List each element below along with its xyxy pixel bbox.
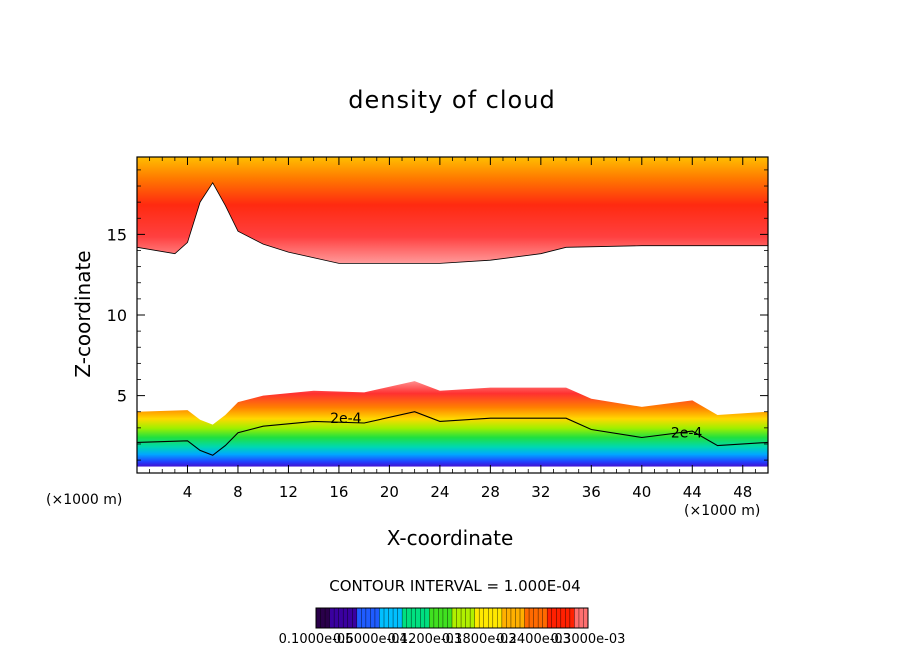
colorbar-cell	[316, 608, 322, 628]
lower-cloud-layer	[137, 381, 768, 473]
colorbar-cell	[429, 608, 435, 628]
x-tick-label: 24	[430, 483, 449, 501]
colorbar-cell	[325, 608, 331, 628]
colorbar-cell	[442, 608, 448, 628]
colorbar-cell	[515, 608, 521, 628]
colorbar-cell	[388, 608, 394, 628]
colorbar-cell	[456, 608, 462, 628]
colorbar-cell	[379, 608, 385, 628]
colorbar-cell	[352, 608, 358, 628]
x-tick-label: 8	[233, 483, 243, 501]
colorbar-cell	[542, 608, 548, 628]
colorbar-tick-label: 0.6000e-04	[333, 632, 408, 647]
colorbar-cell	[329, 608, 335, 628]
colorbar-cell	[461, 608, 467, 628]
colorbar-cell	[361, 608, 367, 628]
colorbar-cell	[492, 608, 498, 628]
contour-2e-4	[137, 411, 768, 456]
colorbar-cell	[524, 608, 530, 628]
colorbar-cell	[483, 608, 489, 628]
chart-title: density of cloud	[348, 86, 556, 114]
colorbar-cell	[397, 608, 403, 628]
x-tick-label: 12	[279, 483, 298, 501]
colorbar-cell	[420, 608, 426, 628]
upper-cloud-layer	[137, 157, 768, 264]
x-axis-unit: (×1000 m)	[684, 503, 761, 519]
contour-label: 2e-4	[671, 426, 703, 442]
colorbar-cell	[551, 608, 557, 628]
colorbar-tick-label: 0.2400e-03	[496, 632, 571, 647]
colorbar-frame	[315, 607, 589, 629]
contour-label: 2e-4	[330, 411, 362, 427]
colorbar-cell	[356, 608, 362, 628]
colorbar-cell	[574, 608, 580, 628]
contour-interval: CONTOUR INTERVAL = 1.000E-04	[329, 577, 581, 595]
x-tick-label: 16	[329, 483, 348, 501]
colorbar-cell	[470, 608, 476, 628]
colorbar-cell	[452, 608, 458, 628]
colorbar-cell	[365, 608, 371, 628]
colorbar-cell	[569, 608, 575, 628]
colorbar-cell	[374, 608, 380, 628]
colorbar-cell	[406, 608, 412, 628]
colorbar-cell	[447, 608, 453, 628]
colorbar-cell	[415, 608, 421, 628]
x-tick-label: 32	[531, 483, 550, 501]
colorbar-cell	[433, 608, 439, 628]
y-tick-label: 15	[107, 225, 127, 244]
colorbar-cell	[565, 608, 571, 628]
colorbar-tick-label: 0.1000e-05	[278, 632, 354, 647]
colorbar-cell	[510, 608, 516, 628]
x-axis-label: X-coordinate	[386, 526, 514, 550]
colorbar-cell	[560, 608, 566, 628]
colorbar-cell	[347, 608, 353, 628]
colorbar-tick-label: 0.3000e-03	[550, 632, 626, 647]
colorbar-cell	[384, 608, 390, 628]
colorbar-cell	[583, 608, 589, 628]
x-tick-label: 4	[183, 483, 193, 501]
colorbar-cell	[338, 608, 344, 628]
colorbar-cell	[474, 608, 480, 628]
colorbar-cell	[497, 608, 503, 628]
colorbar-cell	[411, 608, 417, 628]
colorbar-cell	[438, 608, 444, 628]
x-tick-label: 40	[632, 483, 651, 501]
colorbar-cell	[393, 608, 399, 628]
colorbar-cell	[506, 608, 512, 628]
colorbar-cell	[424, 608, 430, 628]
colorbar-cell	[533, 608, 539, 628]
colorbar-cell	[488, 608, 494, 628]
y-tick-label: 10	[107, 306, 127, 325]
x-tick-label: 20	[380, 483, 399, 501]
colorbar-tick-label: 0.1200e-03	[387, 632, 463, 647]
x-tick-label: 28	[481, 483, 500, 501]
y-axis-label: Z-coordinate	[71, 250, 95, 378]
colorbar-cell	[578, 608, 584, 628]
x-tick-label: 36	[582, 483, 601, 501]
x-tick-label: 44	[683, 483, 702, 501]
colorbar-cell	[479, 608, 485, 628]
colorbar-cell	[547, 608, 553, 628]
y-axis-unit: (×1000 m)	[46, 492, 123, 508]
colorbar-cell	[520, 608, 526, 628]
colorbar-cell	[320, 608, 326, 628]
colorbar-tick-label: 0.1800e-03	[441, 632, 517, 647]
colorbar-cell	[465, 608, 471, 628]
colorbar-cell	[501, 608, 507, 628]
colorbar-cell	[538, 608, 544, 628]
x-tick-label: 48	[733, 483, 752, 501]
colorbar-cell	[529, 608, 535, 628]
colorbar-cell	[370, 608, 376, 628]
colorbar-cell	[334, 608, 340, 628]
colorbar-cell	[556, 608, 562, 628]
upper-base-contour	[137, 182, 768, 264]
y-tick-label: 5	[117, 387, 127, 406]
colorbar-cell	[343, 608, 349, 628]
colorbar-cell	[402, 608, 408, 628]
